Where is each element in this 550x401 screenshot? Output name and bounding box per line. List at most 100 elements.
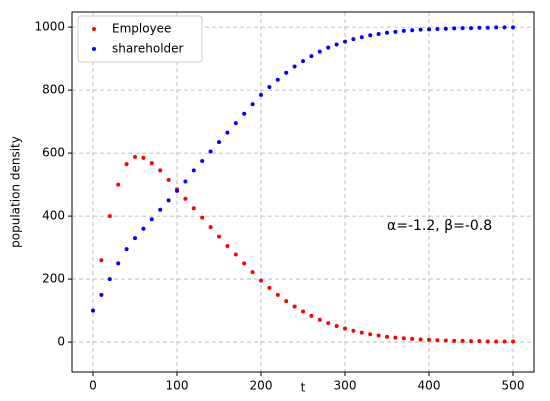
y-tick-label: 200 bbox=[42, 272, 65, 286]
x-tick-label: 400 bbox=[418, 379, 441, 393]
point bbox=[351, 328, 356, 333]
point bbox=[469, 26, 473, 31]
point bbox=[107, 277, 112, 282]
point bbox=[149, 161, 154, 166]
point bbox=[376, 32, 381, 37]
point bbox=[175, 188, 179, 193]
point bbox=[267, 84, 272, 89]
y-tick-label: 800 bbox=[42, 83, 65, 97]
point bbox=[99, 292, 104, 297]
point bbox=[410, 28, 415, 33]
point bbox=[502, 25, 507, 30]
point bbox=[250, 270, 255, 275]
x-tick-label: 0 bbox=[89, 379, 97, 393]
point bbox=[259, 278, 263, 283]
point bbox=[401, 28, 406, 33]
point bbox=[141, 155, 146, 160]
point bbox=[292, 304, 297, 309]
point bbox=[124, 162, 129, 167]
legend-label: Employee bbox=[112, 22, 171, 36]
point bbox=[485, 25, 490, 30]
point bbox=[292, 64, 297, 69]
point bbox=[166, 177, 171, 182]
point bbox=[477, 25, 482, 30]
point bbox=[368, 33, 373, 38]
point bbox=[124, 247, 129, 252]
point bbox=[208, 225, 213, 230]
point bbox=[259, 92, 263, 97]
point bbox=[200, 215, 205, 220]
point bbox=[225, 130, 230, 135]
point bbox=[511, 339, 515, 344]
point bbox=[99, 258, 104, 263]
point bbox=[116, 182, 121, 187]
point bbox=[149, 217, 154, 222]
point bbox=[393, 335, 398, 340]
point bbox=[217, 234, 221, 239]
point bbox=[133, 236, 137, 241]
point bbox=[158, 207, 163, 212]
point bbox=[158, 168, 163, 173]
point bbox=[427, 337, 431, 342]
point bbox=[317, 49, 322, 54]
point bbox=[334, 324, 339, 329]
point bbox=[494, 25, 499, 30]
point bbox=[191, 168, 196, 173]
point bbox=[166, 198, 171, 203]
point bbox=[410, 336, 415, 341]
point bbox=[275, 292, 280, 297]
point bbox=[326, 45, 331, 50]
point bbox=[116, 261, 121, 266]
point bbox=[191, 206, 196, 211]
point bbox=[427, 27, 431, 32]
point bbox=[511, 25, 515, 30]
point bbox=[443, 338, 448, 343]
point bbox=[326, 321, 331, 326]
point bbox=[443, 26, 448, 31]
point bbox=[301, 59, 305, 64]
point bbox=[275, 77, 280, 82]
point bbox=[309, 54, 314, 59]
x-tick-label: 200 bbox=[250, 379, 273, 393]
point bbox=[452, 338, 457, 343]
x-tick-label: 300 bbox=[334, 379, 357, 393]
point bbox=[217, 140, 221, 145]
point bbox=[208, 149, 213, 154]
point bbox=[393, 29, 398, 34]
point bbox=[401, 336, 406, 341]
point bbox=[343, 39, 347, 44]
point bbox=[267, 285, 272, 290]
point bbox=[368, 332, 373, 337]
point bbox=[494, 339, 499, 344]
point bbox=[376, 333, 381, 338]
annotation: α=-1.2, β=-0.8 bbox=[387, 218, 492, 234]
legend-label: shareholder bbox=[112, 42, 184, 56]
point bbox=[284, 299, 289, 304]
point bbox=[351, 37, 356, 42]
point bbox=[107, 214, 112, 219]
point bbox=[250, 102, 255, 107]
point bbox=[183, 179, 188, 184]
point bbox=[233, 121, 238, 126]
point bbox=[359, 330, 364, 335]
point bbox=[242, 261, 247, 266]
y-tick-label: 1000 bbox=[34, 20, 65, 34]
point bbox=[385, 334, 389, 339]
y-tick-label: 0 bbox=[57, 335, 65, 349]
point bbox=[502, 339, 507, 344]
point bbox=[359, 35, 364, 40]
point bbox=[284, 70, 289, 75]
point bbox=[435, 27, 440, 32]
point bbox=[183, 196, 188, 201]
point bbox=[418, 27, 423, 32]
point bbox=[233, 252, 238, 257]
point bbox=[309, 313, 314, 318]
point bbox=[141, 226, 146, 231]
point bbox=[200, 158, 205, 163]
x-axis-label: t bbox=[301, 381, 306, 395]
point bbox=[91, 308, 95, 313]
point bbox=[452, 26, 457, 31]
legend-box bbox=[77, 15, 203, 63]
y-axis-label: population density bbox=[9, 136, 23, 248]
